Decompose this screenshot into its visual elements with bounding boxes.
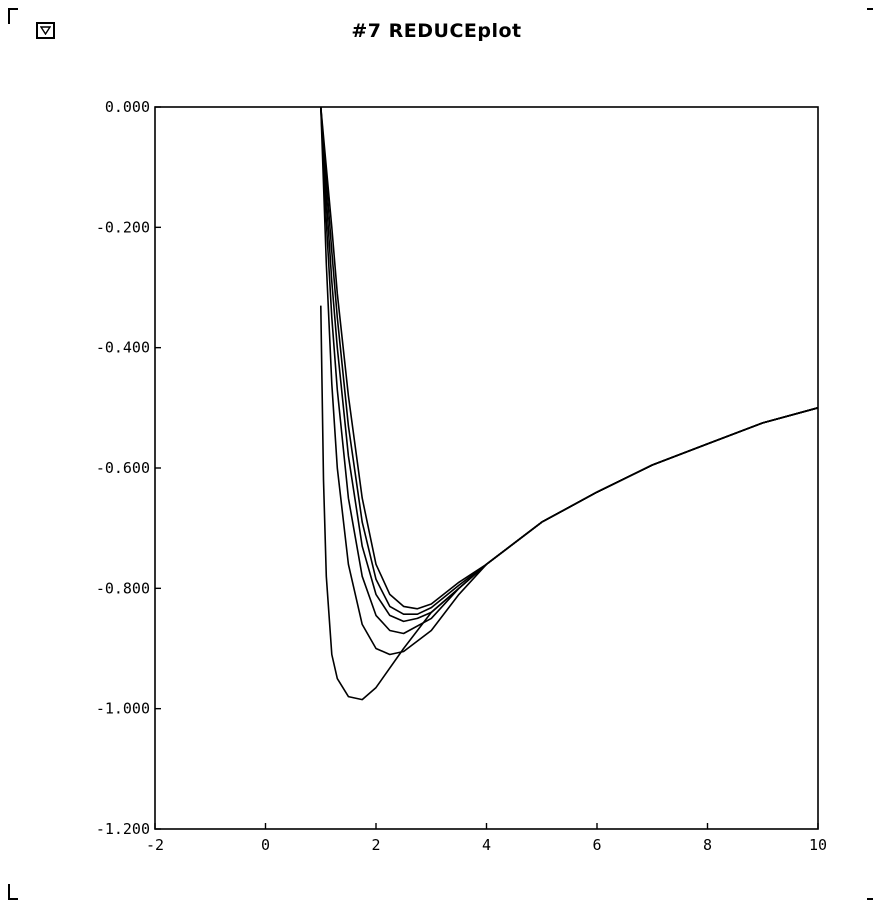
x-tick-label: 10 <box>809 836 827 854</box>
window-corner-bottom-left <box>8 884 18 900</box>
y-tick-label: -1.000 <box>96 700 150 718</box>
series-line-3 <box>320 106 819 635</box>
x-tick-label: 8 <box>703 836 712 854</box>
y-tick-label: 0.000 <box>105 98 150 116</box>
series-line-4 <box>320 106 819 623</box>
window-menu-button[interactable] <box>36 22 55 39</box>
series-line-1 <box>320 305 819 701</box>
x-tick-label: 0 <box>261 836 270 854</box>
x-tick-label: 2 <box>371 836 380 854</box>
y-tick-label: -1.200 <box>96 820 150 838</box>
window-title: #7 REDUCEplot <box>351 20 522 42</box>
y-tick-label: -0.400 <box>96 339 150 357</box>
plot-frame <box>154 106 819 830</box>
y-tick-label: -0.800 <box>96 579 150 597</box>
ticks-group <box>154 106 819 830</box>
curves-group <box>320 106 819 701</box>
x-tick-label: 6 <box>592 836 601 854</box>
window-corner-bottom-right <box>867 884 873 900</box>
x-tick-label: 4 <box>482 836 491 854</box>
y-tick-label: -0.600 <box>96 459 150 477</box>
tick-labels-group: -2 0 2 4 6 8 10 0.000 -0.200 -0.400 -0.600 -0.800 -1… <box>96 98 827 854</box>
window-corner-top-right <box>867 8 873 24</box>
series-line-5 <box>320 106 819 615</box>
series-line-6 <box>320 106 819 610</box>
triangle-down-icon <box>40 26 51 35</box>
y-tick-label: -0.200 <box>96 218 150 236</box>
series-line-2 <box>320 106 819 656</box>
window-corner-top-left <box>8 8 18 24</box>
x-tick-label: -2 <box>146 836 164 854</box>
